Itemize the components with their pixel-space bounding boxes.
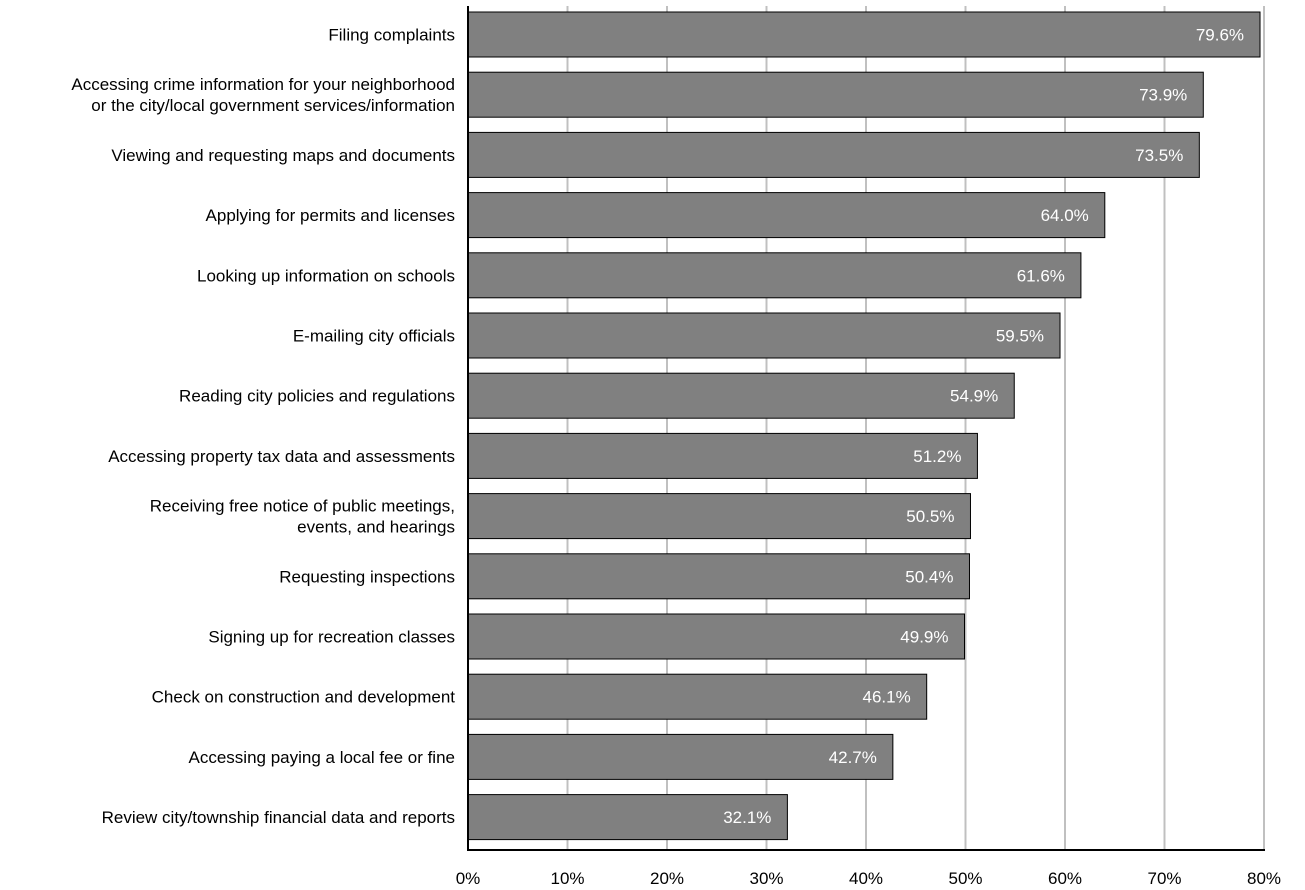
- category-label-7: Accessing property tax data and assessme…: [108, 447, 455, 466]
- category-label-10: Signing up for recreation classes: [208, 628, 455, 647]
- bar-5: [467, 312, 1061, 359]
- bar-4: [467, 252, 1082, 299]
- x-tick-label-0: 0%: [456, 869, 481, 888]
- bar-13: [467, 794, 788, 841]
- axes: [467, 6, 1265, 851]
- value-label-9: 50.4%: [905, 567, 953, 586]
- x-tick-label-1: 10%: [550, 869, 584, 888]
- category-label-13: Review city/township financial data and …: [102, 808, 455, 827]
- value-label-11: 46.1%: [862, 688, 910, 707]
- value-label-7: 51.2%: [913, 447, 961, 466]
- bar-11: [467, 673, 928, 720]
- x-tick-label-5: 50%: [948, 869, 982, 888]
- x-tick-label-6: 60%: [1048, 869, 1082, 888]
- value-label-4: 61.6%: [1017, 266, 1065, 285]
- bar-0: [467, 11, 1261, 58]
- category-label-8: Receiving free notice of public meetings…: [150, 497, 455, 537]
- bar-8: [467, 493, 971, 540]
- category-label-4: Looking up information on schools: [197, 266, 455, 285]
- category-label-11: Check on construction and development: [152, 688, 456, 707]
- value-label-6: 54.9%: [950, 387, 998, 406]
- x-tick-label-7: 70%: [1147, 869, 1181, 888]
- bars: [467, 11, 1261, 841]
- value-label-0: 79.6%: [1196, 26, 1244, 45]
- bar-1: [467, 71, 1204, 118]
- category-label-9: Requesting inspections: [279, 567, 455, 586]
- x-tick-label-8: 80%: [1247, 869, 1281, 888]
- bar-6: [467, 372, 1015, 419]
- value-label-1: 73.9%: [1139, 86, 1187, 105]
- category-label-2: Viewing and requesting maps and document…: [111, 146, 455, 165]
- bar-2: [467, 131, 1200, 178]
- value-label-8: 50.5%: [906, 507, 954, 526]
- x-tick-label-2: 20%: [650, 869, 684, 888]
- value-label-2: 73.5%: [1135, 146, 1183, 165]
- value-label-12: 42.7%: [829, 748, 877, 767]
- bar-9: [467, 553, 970, 600]
- x-tick-label-3: 30%: [749, 869, 783, 888]
- value-label-5: 59.5%: [996, 327, 1044, 346]
- category-label-6: Reading city policies and regulations: [179, 387, 455, 406]
- bar-10: [467, 613, 966, 660]
- labels: 79.6% Filing complaints 73.9% Accessing cri…: [71, 26, 1281, 889]
- value-label-13: 32.1%: [723, 808, 771, 827]
- x-tick-label-4: 40%: [849, 869, 883, 888]
- category-label-0: Filing complaints: [328, 26, 455, 45]
- bar-3: [467, 192, 1106, 239]
- category-label-12: Accessing paying a local fee or fine: [189, 748, 456, 767]
- value-label-3: 64.0%: [1041, 206, 1089, 225]
- category-label-1: Accessing crime information for your nei…: [71, 75, 455, 115]
- bar-7: [467, 432, 978, 479]
- category-label-5: E-mailing city officials: [293, 327, 455, 346]
- category-label-3: Applying for permits and licenses: [206, 206, 455, 225]
- value-label-10: 49.9%: [900, 628, 948, 647]
